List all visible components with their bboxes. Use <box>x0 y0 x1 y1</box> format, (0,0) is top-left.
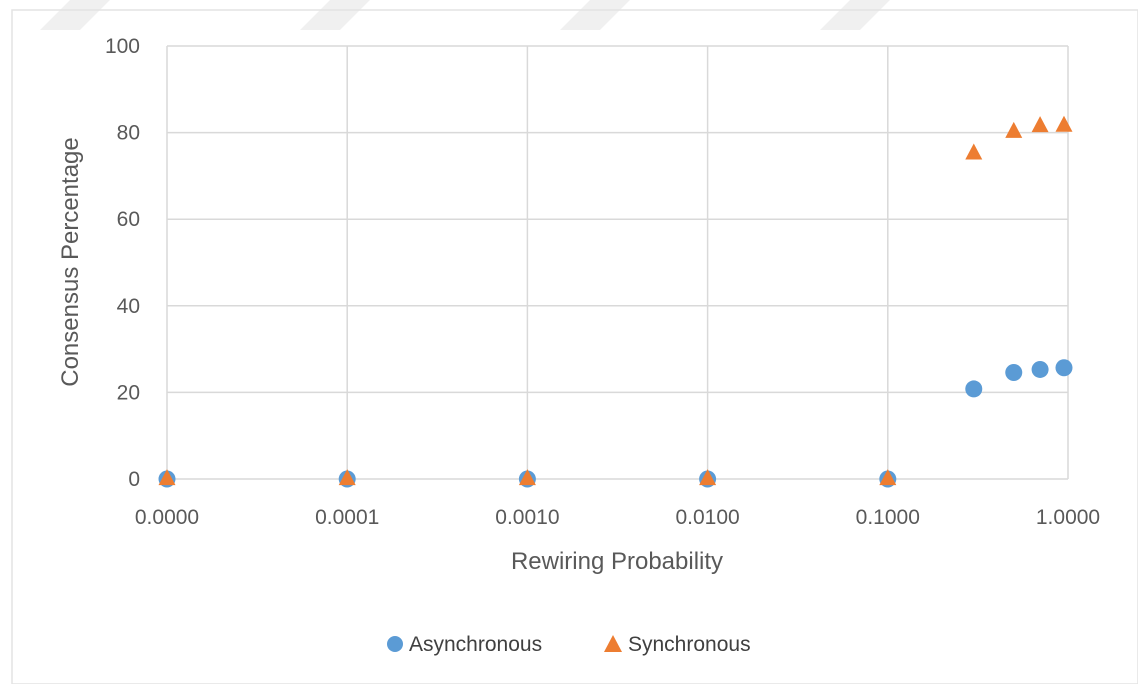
data-point-synchronous <box>699 469 717 486</box>
data-point-synchronous <box>158 469 176 486</box>
y-tick-labels: 0 20 40 60 80 100 <box>105 35 140 491</box>
legend-item-synchronous: Synchronous <box>604 633 751 656</box>
data-point-synchronous <box>518 469 536 486</box>
data-point-synchronous <box>879 469 897 486</box>
y-tick-label: 80 <box>117 122 140 145</box>
y-tick-label: 20 <box>117 381 140 404</box>
x-tick-labels: 0.0000 0.0001 0.0010 0.0100 0.1000 1.0000 <box>135 506 1100 529</box>
x-tick-label: 1.0000 <box>1036 506 1100 529</box>
series-asynchronous <box>158 359 1073 488</box>
chart-border <box>11 9 1138 684</box>
y-axis-title: Consensus Percentage <box>57 137 84 387</box>
series-layer <box>158 115 1073 488</box>
legend-label-asynchronous: Asynchronous <box>409 633 542 656</box>
legend-marker-asynchronous <box>387 636 403 652</box>
data-point-asynchronous <box>1055 359 1073 377</box>
data-point-synchronous <box>338 469 356 486</box>
legend-item-asynchronous: Asynchronous <box>387 633 542 656</box>
x-tick-label: 0.0010 <box>495 506 559 529</box>
y-tick-label: 40 <box>117 295 140 318</box>
legend-label-synchronous: Synchronous <box>628 633 751 656</box>
data-point-synchronous <box>965 143 983 160</box>
x-tick-label: 0.0000 <box>135 506 199 529</box>
data-point-synchronous <box>1055 115 1073 132</box>
x-axis-title: Rewiring Probability <box>511 548 723 575</box>
legend: Asynchronous Synchronous <box>387 633 751 656</box>
y-tick-label: 100 <box>105 35 140 58</box>
data-point-asynchronous <box>1005 363 1023 381</box>
x-tick-label: 0.0001 <box>315 506 379 529</box>
y-tick-label: 0 <box>128 468 140 491</box>
watermark-chevrons <box>40 0 890 30</box>
legend-marker-synchronous <box>604 635 622 652</box>
grid-layer <box>166 45 1069 480</box>
x-tick-label: 0.1000 <box>856 506 920 529</box>
x-tick-label: 0.0100 <box>675 506 739 529</box>
data-point-synchronous <box>1005 121 1023 138</box>
data-point-synchronous <box>1031 116 1049 133</box>
series-synchronous <box>158 115 1073 486</box>
data-point-asynchronous <box>965 380 983 398</box>
data-point-asynchronous <box>1031 360 1049 378</box>
y-tick-label: 60 <box>117 208 140 231</box>
